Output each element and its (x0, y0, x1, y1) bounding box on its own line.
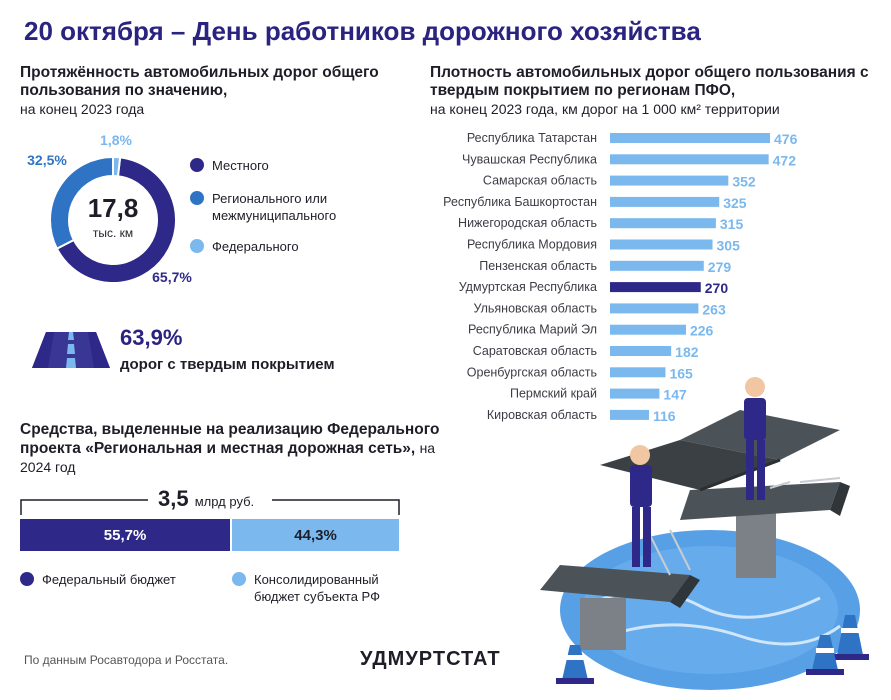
density-subtitle: на конец 2023 года, км дорог на 1 000 км… (430, 101, 780, 117)
bar-value-label: 165 (669, 365, 693, 381)
legend-regional-budget-label: Консолидированный бюджет субъекта РФ (254, 572, 380, 604)
length-title-text: Протяжённость автомобильных дорог общего… (20, 64, 379, 99)
bar-value-label: 352 (732, 174, 756, 190)
legend-regional-budget-swatch (232, 572, 246, 586)
bar (610, 303, 699, 314)
donut-unit: тыс. км (93, 226, 133, 240)
legend-regional-swatch (190, 191, 204, 205)
bar-category-label: Республика Башкортостан (443, 195, 597, 209)
bar-value-label: 472 (773, 152, 797, 168)
bar (610, 196, 720, 207)
legend-regional-budget: Консолидированный бюджет субъекта РФ (232, 571, 404, 605)
bar-category-label: Республика Татарстан (467, 131, 597, 145)
bar-category-label: Ульяновская область (473, 301, 597, 315)
bar (610, 324, 686, 335)
federal-budget-bar: 55,7% (20, 519, 231, 551)
page-title: 20 октября – День работников дорожного х… (24, 16, 701, 46)
bar (610, 346, 672, 356)
slice-label-federal: 1,8% (100, 132, 132, 148)
legend-federal-label: Федерального (212, 239, 299, 254)
bar-category-label: Кировская область (487, 408, 597, 422)
donut-slice-federal (112, 155, 122, 178)
density-section-title: Плотность автомобильных дорог общего пол… (430, 64, 880, 119)
bar (610, 133, 770, 143)
bar-category-label: Чувашская Республика (462, 152, 597, 166)
bar-value-label: 305 (717, 238, 741, 254)
bar-value-label: 279 (708, 259, 732, 275)
legend-federal-swatch (190, 239, 204, 253)
bar-category-label: Пензенская область (479, 259, 597, 273)
bar-value-label: 226 (690, 323, 714, 339)
length-section-title: Протяжённость автомобильных дорог общего… (20, 64, 380, 119)
funds-total-unit: млрд руб. (194, 494, 255, 509)
legend-local-label: Местного (212, 158, 269, 173)
bar-value-label: 270 (705, 280, 729, 296)
road-workers-illustration (540, 377, 869, 690)
paved-label: дорог с твердым покрытием (120, 356, 335, 373)
legend-federal: Федерального (190, 238, 299, 255)
slice-label-local: 65,7% (152, 269, 192, 285)
legend-local-swatch (190, 158, 204, 172)
bar-category-label: Удмуртская Республика (459, 280, 597, 294)
traffic-cone-icon (556, 645, 594, 684)
bar (610, 175, 729, 186)
legend-local: Местного (190, 157, 269, 174)
donut-chart: 17,8 тыс. км 65,7% 32,5% 1,8% (27, 132, 192, 285)
bar-value-label: 182 (675, 344, 699, 360)
bar-category-label: Пермский край (510, 387, 597, 401)
density-bar-chart: Республика Татарстан 476 Чувашская Республ… (443, 131, 798, 424)
paved-percent: 63,9% (120, 325, 183, 350)
slice-label-regional: 32,5% (27, 152, 67, 168)
legend-regional-label: Регионального или межмуниципального (212, 191, 337, 223)
legend-federal-budget-swatch (20, 572, 34, 586)
density-title-text: Плотность автомобильных дорог общего пол… (430, 64, 869, 99)
bar (610, 239, 713, 250)
bar (610, 367, 666, 378)
brand-logo: УДМУРТСТАТ (360, 648, 501, 670)
bar (610, 409, 649, 420)
bar-value-label: 147 (663, 387, 687, 403)
funds-total: 3,5 млрд руб. (158, 486, 254, 512)
bar-value-label: 476 (774, 131, 798, 147)
bar-category-label: Нижегородская область (458, 216, 597, 230)
bar (610, 282, 701, 293)
bar-value-label: 325 (723, 195, 747, 211)
funds-subtitle: на 2024 год (20, 440, 436, 475)
bar-value-label: 116 (653, 408, 676, 424)
funds-title-text: Средства, выделенные на реализацию Федер… (20, 421, 440, 457)
bar (610, 388, 660, 399)
road-icon (32, 332, 110, 368)
bar (610, 260, 704, 271)
bar-value-label: 263 (702, 301, 726, 317)
bar-category-label: Республика Марий Эл (468, 323, 597, 337)
legend-regional: Регионального или межмуниципального (190, 190, 392, 224)
bar-value-label: 315 (720, 216, 744, 232)
funds-section-title: Средства, выделенные на реализацию Федер… (20, 421, 440, 477)
bar-category-label: Оренбургская область (467, 365, 597, 379)
bar-category-label: Самарская область (483, 174, 597, 188)
donut-total: 17,8 (88, 193, 139, 223)
legend-federal-budget: Федеральный бюджет (20, 571, 176, 588)
bar (610, 218, 716, 229)
traffic-cone-icon (831, 615, 869, 660)
regional-budget-bar: 44,3% (232, 519, 399, 551)
traffic-cone-icon (806, 635, 844, 675)
legend-federal-budget-label: Федеральный бюджет (42, 572, 176, 587)
donut-slice-local (55, 156, 177, 284)
bar-category-label: Саратовская область (473, 344, 597, 358)
source-note: По данным Росавтодора и Росстата. (24, 653, 229, 667)
funds-bracket (20, 499, 400, 515)
length-subtitle: на конец 2023 года (20, 101, 145, 117)
bar-category-label: Республика Мордовия (467, 238, 597, 252)
funds-total-value: 3,5 (158, 486, 189, 511)
bar (610, 154, 769, 165)
